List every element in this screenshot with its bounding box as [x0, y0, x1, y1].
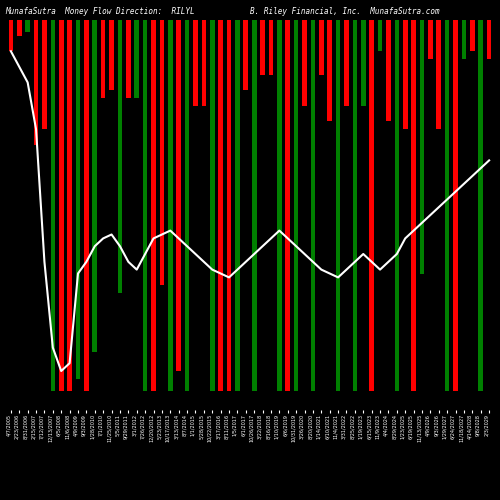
Bar [26, 20, 30, 32]
Bar [412, 20, 416, 390]
Bar [268, 20, 274, 74]
Bar [394, 20, 399, 390]
Bar [310, 20, 315, 390]
Bar [445, 20, 450, 390]
Bar [487, 20, 492, 59]
Bar [286, 20, 290, 390]
Bar [319, 20, 324, 74]
Bar [76, 20, 80, 379]
Bar [462, 20, 466, 59]
Bar [84, 20, 88, 390]
Bar [378, 20, 382, 51]
Bar [68, 20, 72, 390]
Bar [151, 20, 156, 390]
Bar [176, 20, 181, 371]
Text: B. Riley Financial, Inc.  MunafaSutra.com: B. Riley Financial, Inc. MunafaSutra.com [250, 8, 440, 16]
Bar [470, 20, 474, 51]
Bar [92, 20, 97, 351]
Bar [344, 20, 349, 106]
Bar [386, 20, 390, 122]
Bar [352, 20, 357, 390]
Bar [336, 20, 340, 390]
Bar [101, 20, 105, 98]
Bar [143, 20, 148, 390]
Bar [134, 20, 139, 98]
Bar [160, 20, 164, 285]
Bar [8, 20, 13, 51]
Bar [17, 20, 21, 36]
Bar [478, 20, 483, 390]
Bar [361, 20, 366, 106]
Bar [294, 20, 298, 390]
Bar [235, 20, 240, 390]
Bar [328, 20, 332, 122]
Bar [403, 20, 407, 129]
Bar [260, 20, 265, 74]
Bar [202, 20, 206, 106]
Bar [59, 20, 64, 390]
Bar [302, 20, 307, 106]
Bar [277, 20, 281, 390]
Bar [244, 20, 248, 90]
Bar [436, 20, 441, 129]
Bar [370, 20, 374, 390]
Bar [110, 20, 114, 90]
Bar [118, 20, 122, 293]
Bar [210, 20, 214, 390]
Bar [42, 20, 46, 129]
Text: MunafaSutra  Money Flow Direction:  RILYL: MunafaSutra Money Flow Direction: RILYL [5, 8, 194, 16]
Bar [168, 20, 172, 390]
Bar [218, 20, 223, 390]
Bar [252, 20, 256, 390]
Bar [34, 20, 38, 145]
Bar [185, 20, 190, 390]
Bar [193, 20, 198, 106]
Bar [126, 20, 130, 98]
Bar [50, 20, 55, 390]
Bar [420, 20, 424, 274]
Bar [454, 20, 458, 390]
Bar [428, 20, 432, 59]
Bar [226, 20, 232, 390]
